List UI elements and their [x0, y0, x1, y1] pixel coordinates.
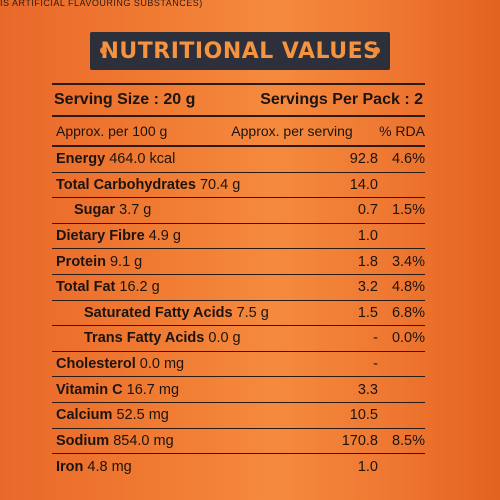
table-row: Iron 4.8 mg 1.0	[52, 454, 425, 480]
table-row: Protein 9.1 g 1.8 3.4%	[52, 249, 425, 275]
serving-info-row: Serving Size : 20 g Servings Per Pack : …	[52, 85, 425, 117]
table-row: Calcium 52.5 mg 10.5	[52, 403, 425, 429]
per-serving-value: 3.2	[357, 279, 378, 296]
nutrient-cell: Saturated Fatty Acids 7.5 g	[52, 305, 274, 321]
serving-size: Serving Size : 20 g	[54, 91, 196, 108]
page-title: NUTRITIONAL VALUES	[100, 38, 380, 64]
nutrient-cell: Iron 4.8 mg	[52, 459, 274, 475]
nutrient-cell: Protein 9.1 g	[52, 254, 274, 270]
nutrient-amount: 464.0 kcal	[109, 151, 176, 168]
nutrient-cell: Vitamin C 16.7 mg	[52, 382, 274, 398]
nutrient-amount: 0.0 g	[208, 330, 241, 347]
nutrient-name: Total Fat	[56, 279, 116, 296]
per-serving-value: 0.7	[357, 202, 378, 219]
rda-value: 0.0%	[391, 330, 425, 347]
nutrient-name: Sugar	[74, 202, 116, 219]
per-serving-value: 1.5	[357, 304, 378, 321]
nutrition-table: Serving Size : 20 g Servings Per Pack : …	[52, 83, 425, 480]
nutrient-name: Total Carbohydrates	[56, 176, 196, 193]
nutrient-amount: 70.4 g	[199, 176, 241, 193]
nutrient-amount: 7.5 g	[236, 304, 269, 321]
table-row: Saturated Fatty Acids 7.5 g 1.5 6.8%	[52, 301, 425, 327]
rda-value: 8.5%	[391, 432, 425, 449]
rda-value: 3.4%	[391, 253, 425, 270]
table-row: Dietary Fibre 4.9 g 1.0	[52, 224, 425, 250]
nutrient-name: Sodium	[56, 432, 110, 449]
nutrient-amount: 16.7 mg	[126, 381, 180, 398]
per-serving-value: -	[373, 330, 378, 347]
title-banner: NUTRITIONAL VALUES	[90, 32, 390, 70]
per-serving-value: 10.5	[349, 407, 378, 424]
table-row: Sugar 3.7 g 0.7 1.5%	[52, 198, 425, 224]
rda-value: 6.8%	[391, 304, 425, 321]
rda-value: 1.5%	[391, 202, 425, 219]
nutrient-name: Energy	[56, 151, 106, 168]
per-serving-value: 170.8	[341, 432, 378, 449]
nutrient-amount: 16.2 g	[119, 279, 160, 296]
nutrient-name: Trans Fatty Acids	[84, 330, 205, 347]
column-header-row: Approx. per 100 g Approx. per serving % …	[52, 117, 425, 147]
column-header-per-serving: Approx. per serving	[231, 123, 353, 139]
table-row: Cholesterol 0.0 mg -	[52, 352, 425, 378]
nutrient-name: Saturated Fatty Acids	[84, 304, 233, 321]
per-serving-value: 1.0	[357, 228, 378, 245]
table-row: Total Carbohydrates 70.4 g 14.0	[52, 173, 425, 199]
per-serving-value: -	[373, 356, 378, 373]
nutrient-name: Protein	[56, 253, 106, 270]
bullet-dot-right	[373, 47, 380, 54]
nutrient-cell: Trans Fatty Acids 0.0 g	[52, 330, 274, 346]
nutrient-name: Cholesterol	[56, 356, 136, 373]
bullet-dot-left	[100, 47, 107, 54]
nutrient-cell: Calcium 52.5 mg	[52, 407, 274, 423]
nutrient-amount: 0.0 mg	[139, 356, 185, 373]
column-header-rda: % RDA	[379, 123, 425, 139]
nutrient-name: Calcium	[56, 407, 113, 424]
nutrient-cell: Sodium 854.0 mg	[52, 433, 274, 449]
rda-value: 4.8%	[391, 279, 425, 296]
column-header-per100: Approx. per 100 g	[56, 123, 168, 139]
table-row: Trans Fatty Acids 0.0 g -0.0%	[52, 326, 425, 352]
nutrient-cell: Dietary Fibre 4.9 g	[52, 228, 274, 244]
rda-value: 4.6%	[391, 151, 425, 168]
nutrient-name: Iron	[56, 458, 84, 475]
nutrient-name: Dietary Fibre	[56, 228, 145, 245]
nutrient-amount: 52.5 mg	[116, 407, 169, 424]
nutrient-amount: 4.9 g	[148, 228, 181, 245]
per-serving-value: 3.3	[357, 381, 378, 398]
servings-per-pack: Servings Per Pack : 2	[260, 91, 423, 108]
per-serving-value: 1.0	[357, 458, 378, 475]
per-serving-value: 1.8	[357, 253, 378, 270]
table-row: Vitamin C 16.7 mg 3.3	[52, 377, 425, 403]
nutrient-cell: Energy 464.0 kcal	[52, 151, 274, 167]
table-row: Total Fat 16.2 g 3.2 4.8%	[52, 275, 425, 301]
nutrient-cell: Total Fat 16.2 g	[52, 279, 274, 295]
nutrient-amount: 9.1 g	[109, 253, 143, 270]
per-serving-value: 14.0	[349, 176, 378, 193]
table-row: Sodium 854.0 mg 170.8 8.5%	[52, 429, 425, 455]
nutrient-amount: 3.7 g	[119, 202, 152, 219]
nutrient-cell: Sugar 3.7 g	[52, 202, 274, 218]
table-row: Energy 464.0 kcal 92.8 4.6%	[52, 147, 425, 173]
nutrient-cell: Cholesterol 0.0 mg	[52, 356, 274, 372]
nutrient-cell: Total Carbohydrates 70.4 g	[52, 177, 274, 193]
nutrient-amount: 854.0 mg	[113, 432, 174, 449]
top-strip-text: IS ARTIFICIAL FLAVOURING SUBSTANCES)	[0, 0, 203, 8]
nutrient-name: Vitamin C	[56, 381, 123, 398]
nutrient-amount: 4.8 mg	[87, 458, 132, 475]
nutrient-rows: Energy 464.0 kcal 92.8 4.6% Total Carbohydr…	[52, 147, 425, 480]
per-serving-value: 92.8	[349, 151, 378, 168]
